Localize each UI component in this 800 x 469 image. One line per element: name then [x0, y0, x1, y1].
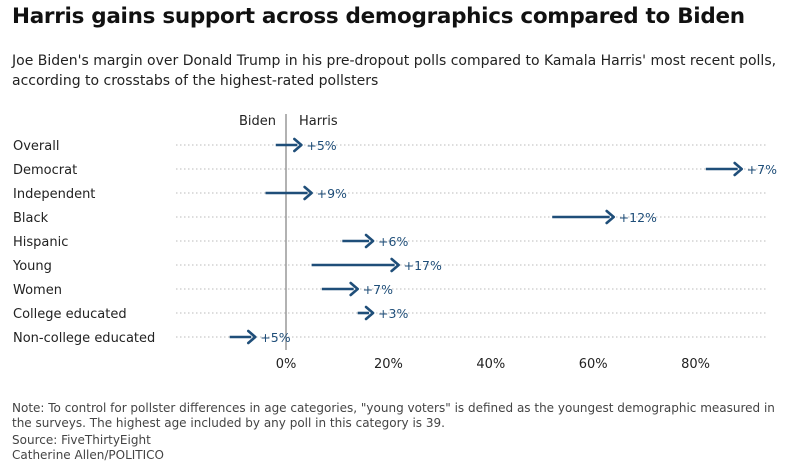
x-tick-label: 40% — [476, 357, 505, 372]
gridlines — [176, 144, 768, 338]
x-tick-label: 0% — [276, 357, 297, 372]
arrow-head — [364, 305, 375, 321]
category-label: Young — [12, 259, 52, 274]
credit-line: Catherine Allen/POLITICO — [12, 448, 165, 462]
arrow-head — [364, 233, 375, 249]
footnote: Note: To control for pollster difference… — [12, 401, 775, 430]
legend-harris: Harris — [299, 114, 338, 129]
category-labels: Overall Democrat Independent Black Hispanic Y… — [12, 139, 155, 346]
x-tick-label: 20% — [374, 357, 403, 372]
category-label: College educated — [13, 307, 127, 322]
change-label: +5% — [306, 138, 336, 153]
chart-subtitle: Joe Biden's margin over Donald Trump in … — [12, 53, 777, 89]
arrow-head — [390, 257, 400, 273]
category-label: Hispanic — [13, 235, 68, 250]
category-label: Overall — [13, 139, 59, 154]
change-label: +3% — [378, 306, 408, 321]
source-line: Source: FiveThirtyEight — [12, 433, 151, 447]
category-label: Democrat — [13, 163, 77, 178]
change-label: +7% — [747, 162, 777, 177]
arrow-head — [246, 329, 257, 345]
change-label: +12% — [619, 210, 657, 225]
change-label: +7% — [363, 282, 393, 297]
arrow-head — [349, 281, 359, 297]
arrow-head — [605, 209, 615, 225]
category-label: Non-college educated — [13, 331, 155, 346]
x-tick-label: 60% — [579, 357, 608, 372]
change-label: +6% — [378, 234, 408, 249]
arrow-marks: +5% +7% +9% +12% +6% +17% +7% +3% +5% — [229, 137, 777, 345]
change-label: +5% — [260, 330, 290, 345]
x-tick-labels: 0% 20% 40% 60% 80% — [276, 357, 710, 372]
arrow-chart: Biden Harris Overall Democrat Independent B… — [12, 114, 777, 372]
change-label: +17% — [404, 258, 442, 273]
arrow-head — [733, 161, 743, 177]
x-tick-label: 80% — [681, 357, 710, 372]
category-label: Women — [13, 283, 62, 298]
arrow-head — [293, 137, 303, 153]
arrow-head — [303, 185, 313, 201]
change-label: +9% — [317, 186, 347, 201]
category-label: Independent — [13, 187, 95, 202]
category-label: Black — [13, 211, 49, 226]
legend-biden: Biden — [239, 114, 276, 129]
chart-footer: Note: To control for pollster difference… — [12, 401, 792, 463]
chart-title: Harris gains support across demographics… — [12, 4, 745, 29]
